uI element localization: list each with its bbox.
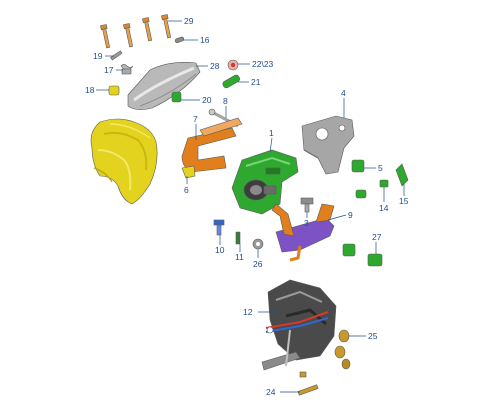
lock-cylinder-shape [243, 179, 277, 201]
bush-small-shape [355, 189, 367, 199]
clip-shape [181, 165, 196, 179]
support-bracket-shape [301, 115, 355, 175]
nut-clip-shape [108, 85, 120, 96]
callout-17: 17 [104, 65, 114, 75]
callout-6: 6 [184, 185, 189, 195]
washer-shape [252, 238, 264, 250]
pin-small-shape [174, 36, 185, 43]
callout-29: 29 [184, 16, 194, 26]
yellow-cover-shape [90, 118, 158, 205]
fastener-shape [395, 163, 409, 187]
callout-labels: 29 16 19 17 18 28 22\23 21 20 8 7 1 4 5 … [85, 16, 409, 397]
lever-assembly-shape [271, 203, 335, 262]
callout-26: 26 [253, 259, 263, 269]
callout-27: 27 [372, 232, 382, 242]
clip-small-shape [379, 179, 389, 188]
callout-22-23: 22\23 [252, 59, 274, 69]
nut-shape [334, 329, 351, 370]
screw-blue-shape [213, 219, 225, 236]
bearing-bush-shape [342, 243, 383, 267]
callout-8: 8 [223, 96, 228, 106]
callout-19: 19 [93, 51, 103, 61]
callout-4: 4 [341, 88, 346, 98]
bolt-shape [297, 371, 319, 396]
callout-12: 12 [243, 307, 253, 317]
callout-10: 10 [215, 245, 225, 255]
pedal-frame-shape [261, 279, 337, 371]
callout-3: 3 [304, 218, 309, 228]
sleeve-shape [222, 74, 240, 89]
nut-washer-shape [227, 59, 239, 71]
callout-25: 25 [368, 331, 378, 341]
callout-16: 16 [200, 35, 210, 45]
callout-20: 20 [202, 95, 212, 105]
callout-15: 15 [399, 196, 409, 206]
screws-set-shape [100, 14, 172, 49]
screw-shape [300, 197, 314, 213]
callout-24: 24 [266, 387, 276, 397]
leader-lines [96, 20, 405, 393]
callout-11: 11 [235, 252, 244, 262]
actuator-bracket-shape [181, 117, 243, 173]
screw-small-shape [110, 50, 123, 61]
cover-upper-shape [127, 62, 201, 110]
callout-21: 21 [251, 77, 261, 87]
callout-18: 18 [85, 85, 95, 95]
callout-1: 1 [269, 128, 274, 138]
spring-clip-shape [235, 231, 241, 245]
callout-28: 28 [210, 61, 220, 71]
callout-7: 7 [193, 114, 198, 124]
callout-5: 5 [378, 163, 383, 173]
callout-14: 14 [379, 203, 389, 213]
ignition-lock-housing-shape [231, 149, 299, 215]
callout-9: 9 [348, 210, 353, 220]
rubber-buffer-shape [351, 159, 365, 173]
bush-shape [171, 91, 182, 103]
spring-shape [120, 64, 134, 75]
